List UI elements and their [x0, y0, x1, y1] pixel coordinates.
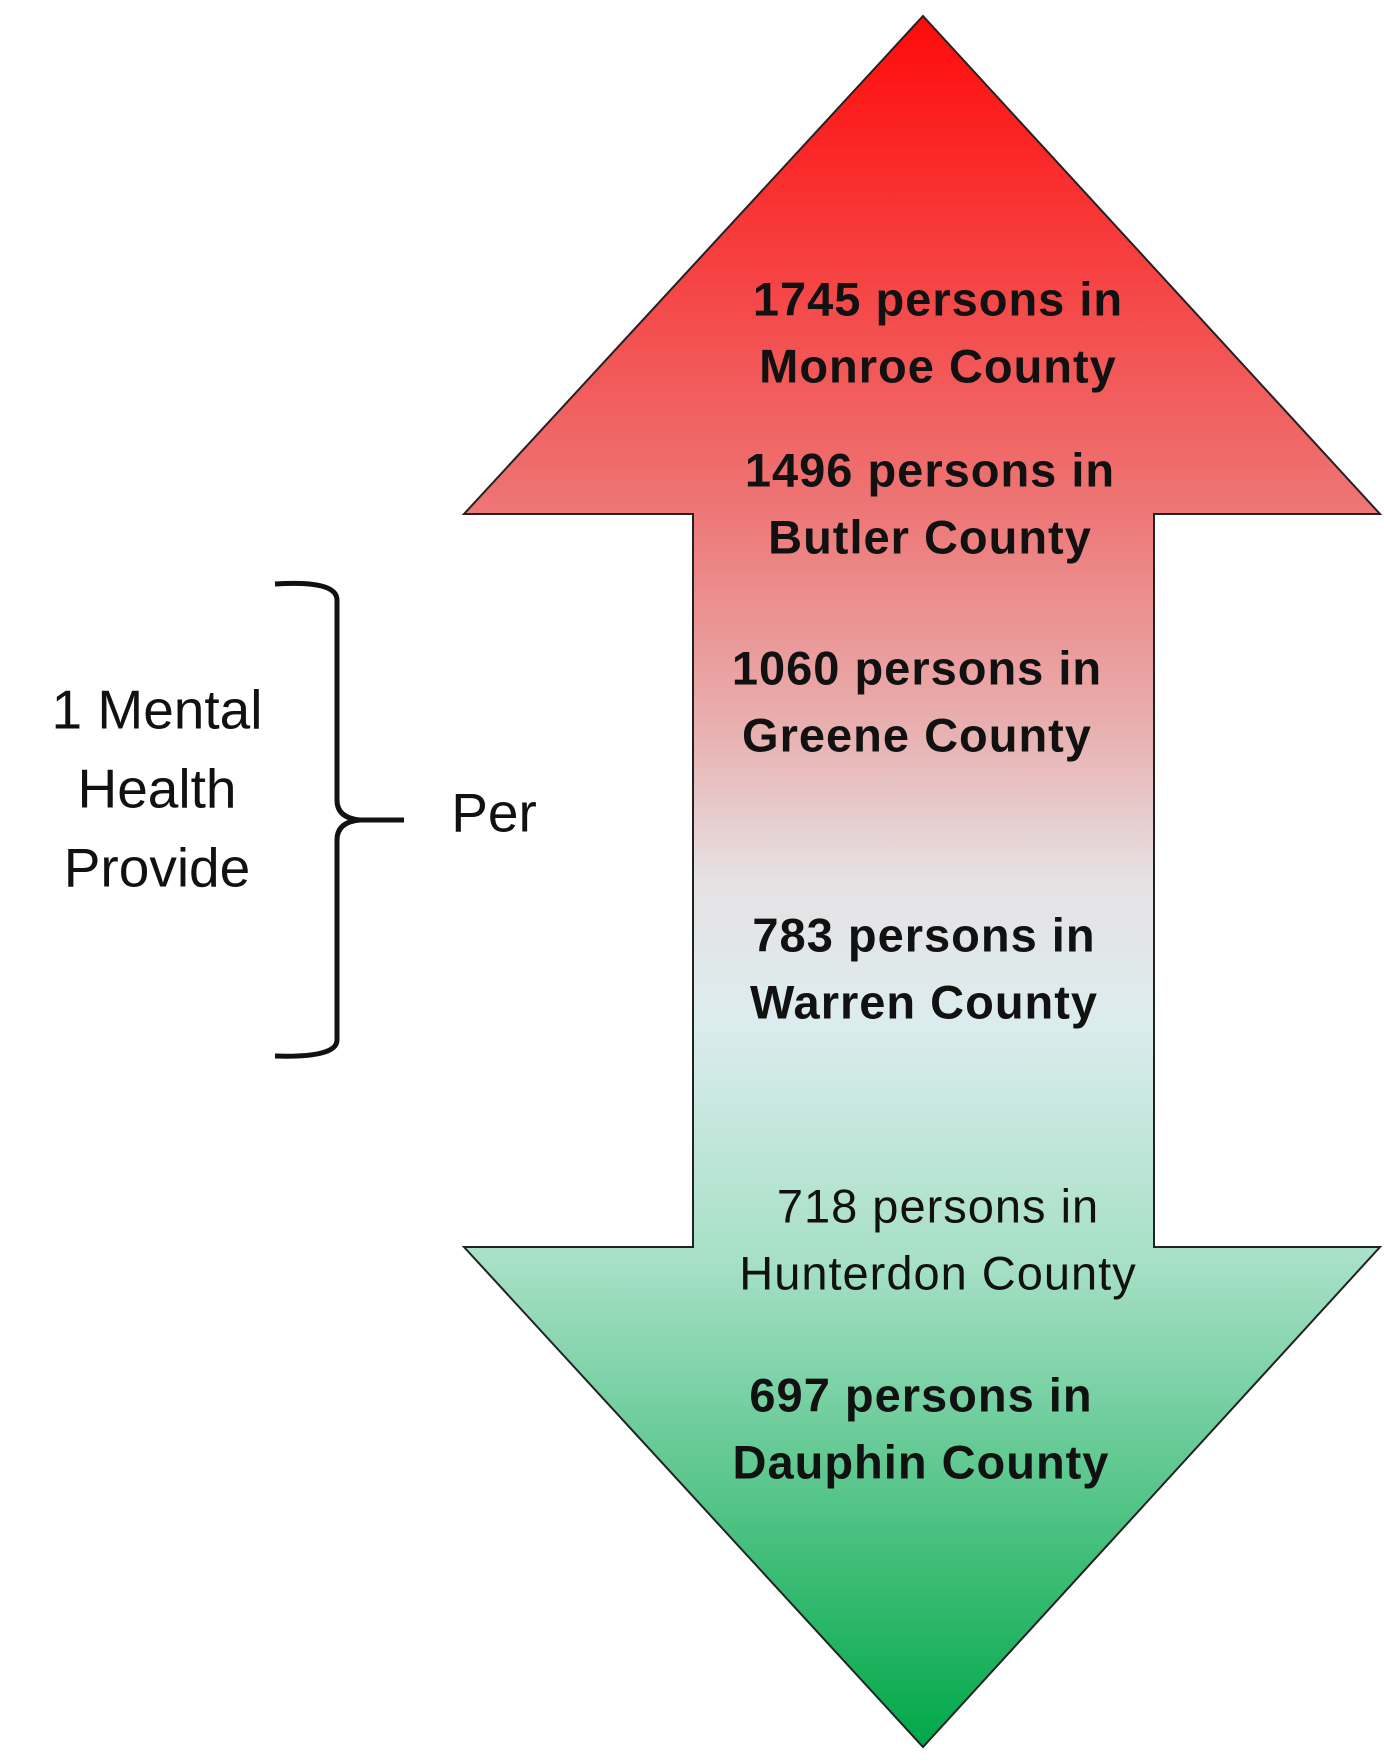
label-line: Provide: [64, 837, 250, 899]
item-line: 1060 persons in: [732, 641, 1102, 694]
item-line: Butler County: [768, 510, 1092, 563]
item-line: Monroe County: [759, 339, 1117, 392]
item-line: Hunterdon County: [739, 1246, 1136, 1299]
item-line: 783 persons in: [752, 908, 1095, 961]
item-line: Greene County: [742, 708, 1092, 761]
item-line: Warren County: [750, 975, 1098, 1028]
item-line: 1496 persons in: [745, 443, 1115, 496]
label-line: Health: [78, 758, 237, 820]
item-line: Dauphin County: [733, 1435, 1110, 1488]
item-line: 697 persons in: [749, 1368, 1092, 1421]
double-arrow: [461, 14, 1383, 1749]
item-line: 1745 persons in: [753, 272, 1123, 325]
item-line: 718 persons in: [777, 1179, 1099, 1232]
connector-text: Per: [451, 782, 537, 844]
label-line: 1 Mental: [52, 679, 263, 741]
brace: [274, 580, 404, 1059]
